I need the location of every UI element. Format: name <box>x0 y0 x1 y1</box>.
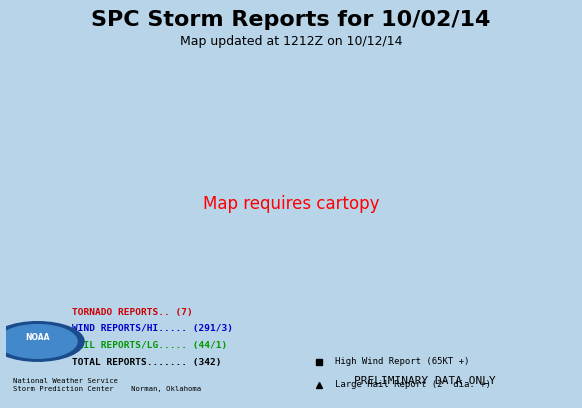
Circle shape <box>0 325 77 358</box>
Text: Large Hail Report (2" dia. +): Large Hail Report (2" dia. +) <box>335 380 491 389</box>
Text: TOTAL REPORTS....... (342): TOTAL REPORTS....... (342) <box>72 358 221 367</box>
Text: Map requires cartopy: Map requires cartopy <box>203 195 379 213</box>
Text: High Wind Report (65KT +): High Wind Report (65KT +) <box>335 357 470 366</box>
Text: PRELIMINARY DATA ONLY: PRELIMINARY DATA ONLY <box>354 375 496 386</box>
Text: HAIL REPORTS/LG..... (44/1): HAIL REPORTS/LG..... (44/1) <box>72 341 227 350</box>
Text: NOAA: NOAA <box>26 333 50 342</box>
Text: National Weather Service
Storm Prediction Center    Norman, Oklahoma: National Weather Service Storm Predictio… <box>13 378 201 392</box>
Text: SPC Storm Reports for 10/02/14: SPC Storm Reports for 10/02/14 <box>91 10 491 30</box>
Circle shape <box>0 322 84 361</box>
Text: Map updated at 1212Z on 10/12/14: Map updated at 1212Z on 10/12/14 <box>180 35 402 48</box>
Text: WIND REPORTS/HI..... (291/3): WIND REPORTS/HI..... (291/3) <box>72 324 233 333</box>
Text: TORNADO REPORTS.. (7): TORNADO REPORTS.. (7) <box>72 308 193 317</box>
